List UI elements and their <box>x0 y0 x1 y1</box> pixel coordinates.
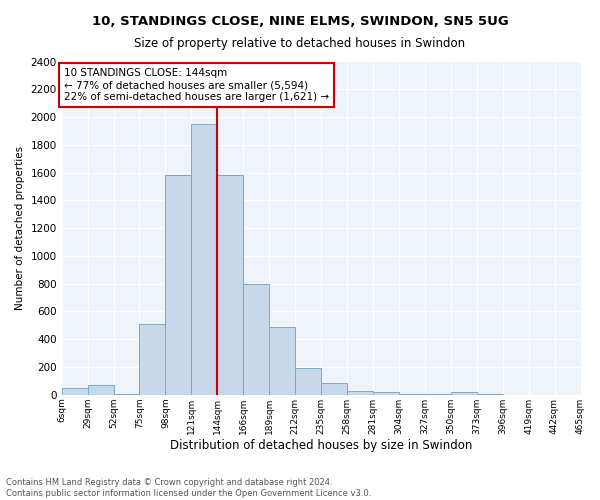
Bar <box>113 394 139 395</box>
Bar <box>217 176 243 395</box>
Bar <box>295 368 321 395</box>
Bar <box>425 394 451 395</box>
Bar <box>451 392 477 395</box>
Bar <box>269 326 295 395</box>
Text: Contains HM Land Registry data © Crown copyright and database right 2024.
Contai: Contains HM Land Registry data © Crown c… <box>6 478 371 498</box>
Bar <box>166 176 191 395</box>
Bar <box>321 383 347 395</box>
Text: 10 STANDINGS CLOSE: 144sqm
← 77% of detached houses are smaller (5,594)
22% of s: 10 STANDINGS CLOSE: 144sqm ← 77% of deta… <box>64 68 329 102</box>
X-axis label: Distribution of detached houses by size in Swindon: Distribution of detached houses by size … <box>170 440 472 452</box>
Text: Size of property relative to detached houses in Swindon: Size of property relative to detached ho… <box>134 38 466 51</box>
Bar <box>88 385 113 395</box>
Bar <box>139 324 166 395</box>
Text: 10, STANDINGS CLOSE, NINE ELMS, SWINDON, SN5 5UG: 10, STANDINGS CLOSE, NINE ELMS, SWINDON,… <box>92 15 508 28</box>
Bar <box>347 390 373 395</box>
Bar <box>191 124 217 395</box>
Bar <box>243 284 269 395</box>
Bar <box>373 392 399 395</box>
Bar <box>399 394 425 395</box>
Bar <box>62 388 88 395</box>
Y-axis label: Number of detached properties: Number of detached properties <box>15 146 25 310</box>
